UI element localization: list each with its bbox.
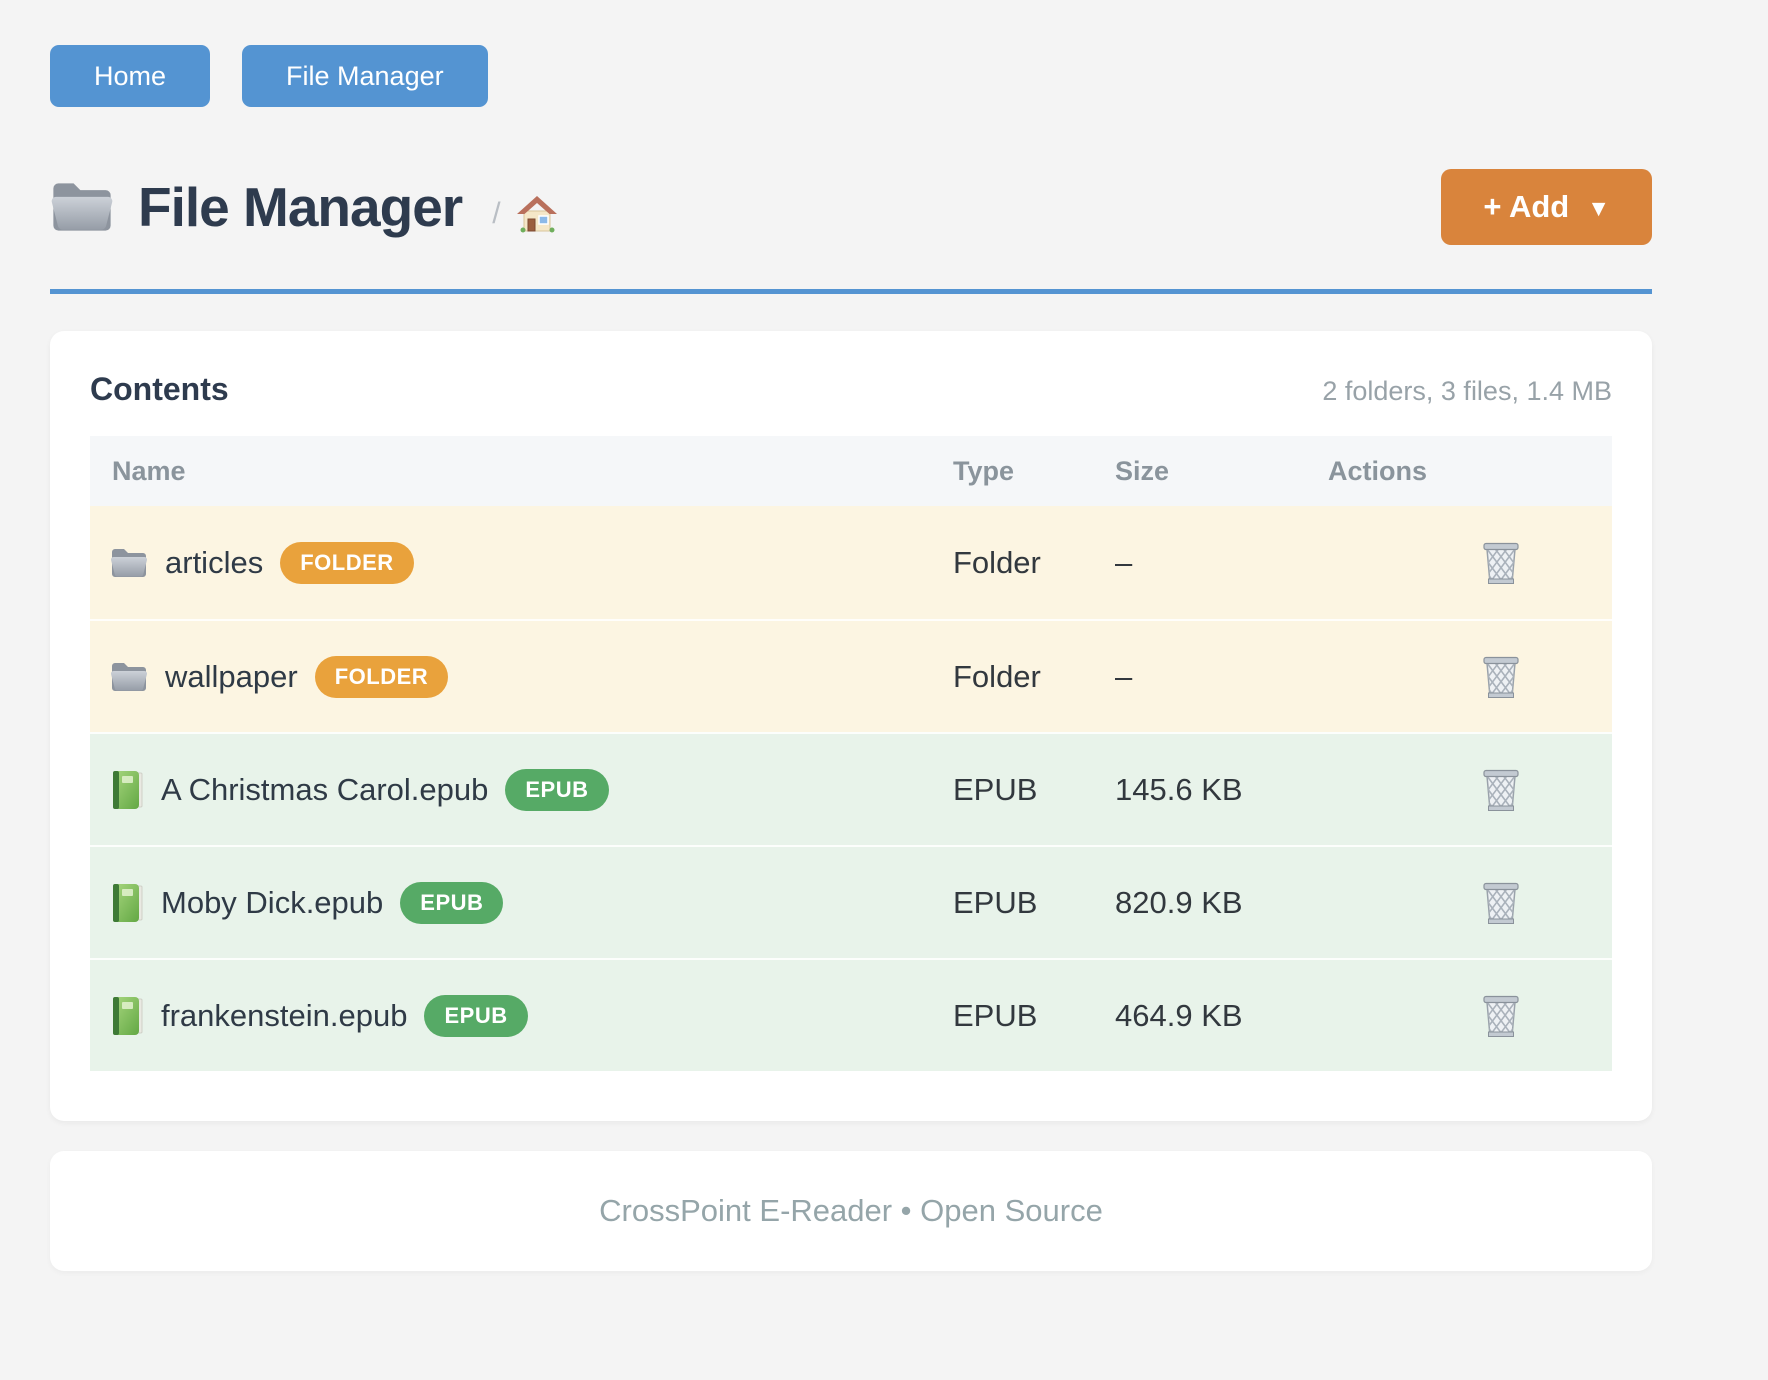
contents-summary: 2 folders, 3 files, 1.4 MB [1322,376,1612,406]
file-type: Folder [953,658,1041,694]
book-icon [110,883,144,923]
delete-button[interactable] [1475,875,1527,931]
name-cell: articles FOLDER [90,541,953,584]
add-button[interactable]: + Add ▼ [1441,169,1652,245]
chevron-down-icon: ▼ [1587,195,1610,221]
file-type: EPUB [953,771,1038,807]
trash-icon [1483,656,1519,698]
file-type: EPUB [953,884,1038,920]
actions-cell [1328,988,1612,1044]
book-icon [110,996,144,1036]
footer-text: CrossPoint E-Reader • Open Source [599,1193,1103,1228]
table-header-row: Name Type Size Actions [90,436,1612,506]
book-icon [110,770,144,810]
file-table: Name Type Size Actions articles FOLDER F… [90,436,1612,1071]
delete-button[interactable] [1475,649,1527,705]
file-size: – [1115,544,1133,580]
nav-home-button[interactable]: Home [50,45,211,107]
house-icon[interactable] [516,195,557,233]
trash-icon [1483,542,1519,584]
contents-title: Contents [90,371,229,407]
table-row: Moby Dick.epub EPUB EPUB 820.9 KB [90,845,1612,958]
name-cell: A Christmas Carol.epub EPUB [90,768,953,811]
file-size: 145.6 KB [1115,771,1243,807]
actions-cell [1328,762,1612,818]
contents-card: Contents 2 folders, 3 files, 1.4 MB Name… [50,331,1652,1121]
file-type-badge: EPUB [505,768,609,811]
folder-icon [50,181,114,233]
table-body: articles FOLDER Folder – wallpape [90,506,1612,1071]
delete-button[interactable] [1475,762,1527,818]
table-row: wallpaper FOLDER Folder – [90,619,1612,732]
file-type-badge: FOLDER [314,655,449,698]
breadcrumb-separator: / [492,197,501,230]
add-button-label: + Add [1483,189,1570,224]
table-row: A Christmas Carol.epub EPUB EPUB 145.6 K… [90,732,1612,845]
actions-cell [1328,649,1612,705]
trash-icon [1483,769,1519,811]
top-nav: Home File Manager [50,0,1652,107]
page-header: File Manager / + Add ▼ [50,169,1652,245]
file-type: EPUB [953,997,1038,1033]
file-name-link[interactable]: articles [165,544,264,580]
delete-button[interactable] [1475,988,1527,1044]
actions-cell [1328,875,1612,931]
file-name-link[interactable]: frankenstein.epub [161,997,408,1033]
file-type-badge: FOLDER [280,541,414,584]
file-size: 464.9 KB [1115,997,1243,1033]
file-size: – [1115,658,1133,694]
file-type-badge: EPUB [400,881,504,924]
file-type: Folder [953,544,1041,580]
table-row: frankenstein.epub EPUB EPUB 464.9 KB [90,958,1612,1071]
file-type-badge: EPUB [424,994,528,1037]
actions-cell [1328,535,1612,591]
file-name-link[interactable]: Moby Dick.epub [161,884,384,920]
column-header-size: Size [1115,455,1170,486]
contents-card-header: Contents 2 folders, 3 files, 1.4 MB [90,371,1612,408]
column-header-name: Name [112,455,186,486]
nav-file-manager-button[interactable]: File Manager [242,45,488,107]
name-cell: frankenstein.epub EPUB [90,994,953,1037]
name-cell: Moby Dick.epub EPUB [90,881,953,924]
trash-icon [1483,995,1519,1037]
file-name-link[interactable]: A Christmas Carol.epub [161,771,489,807]
breadcrumb: / [492,181,557,233]
column-header-type: Type [953,455,1015,486]
file-name-link[interactable]: wallpaper [165,658,298,694]
folder-icon [110,662,148,692]
title-divider [50,289,1652,294]
delete-button[interactable] [1475,535,1527,591]
footer: CrossPoint E-Reader • Open Source [50,1151,1652,1271]
page-container: Home File Manager File Manager / [50,0,1652,1271]
file-size: 820.9 KB [1115,884,1243,920]
table-row: articles FOLDER Folder – [90,506,1612,619]
trash-icon [1483,882,1519,924]
page-title: File Manager [138,176,463,238]
column-header-actions: Actions [1328,455,1428,486]
name-cell: wallpaper FOLDER [90,655,953,698]
folder-icon [110,548,148,578]
